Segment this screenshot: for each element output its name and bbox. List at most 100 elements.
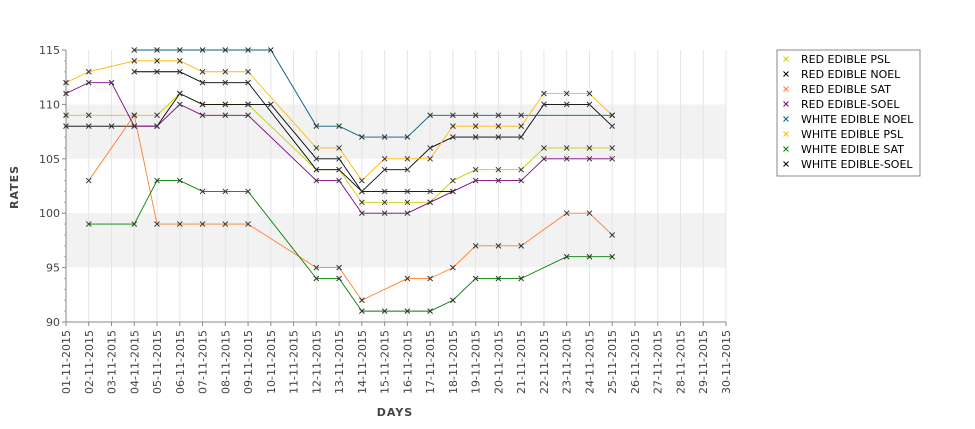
data-point: [404, 134, 411, 140]
x-tick-label: 25-11-2015: [606, 330, 619, 394]
data-point: [154, 177, 160, 184]
y-tick-label: 95: [46, 262, 60, 275]
data-point: [450, 123, 456, 130]
data-point: [267, 101, 274, 108]
x-tick-label: 04-11-2015: [128, 330, 141, 394]
legend-entry: WHITE EDIBLE SAT: [801, 143, 904, 156]
x-tick-label: 29-11-2015: [697, 330, 710, 394]
data-point: [313, 145, 320, 151]
y-tick-label: 100: [39, 207, 60, 220]
legend-entry: RED EDIBLE NOEL: [801, 68, 901, 81]
data-point: [222, 112, 229, 119]
data-point: [586, 90, 593, 97]
band-1: [66, 213, 726, 268]
data-point: [609, 123, 616, 130]
data-point: [404, 210, 411, 217]
data-point: [336, 177, 342, 184]
legend-marker: [783, 101, 789, 107]
data-point: [336, 275, 342, 282]
x-tick-label: 27-11-2015: [652, 330, 665, 394]
data-point: [381, 188, 388, 195]
data-point: [85, 112, 92, 119]
data-point: [563, 145, 570, 151]
x-tick-label: 16-11-2015: [401, 330, 414, 394]
data-point: [222, 79, 229, 86]
data-point: [609, 155, 616, 162]
x-tick-label: 12-11-2015: [310, 330, 323, 394]
data-point: [472, 242, 479, 249]
legend-entry: RED EDIBLE-SOEL: [801, 98, 900, 111]
data-point: [313, 177, 320, 184]
data-point: [427, 155, 433, 162]
legend-marker: [783, 71, 789, 77]
legend-entry: RED EDIBLE SAT: [801, 83, 891, 96]
data-point: [359, 199, 365, 206]
data-point: [245, 112, 251, 119]
data-point: [427, 275, 433, 282]
y-tick-label: 110: [39, 98, 60, 111]
x-tick-label: 03-11-2015: [106, 330, 119, 394]
series-7: [131, 68, 456, 195]
data-point: [495, 166, 502, 173]
x-tick-label: 09-11-2015: [242, 330, 255, 394]
data-point: [404, 155, 411, 162]
data-point: [359, 210, 365, 217]
data-point: [359, 308, 365, 314]
data-point: [336, 123, 342, 130]
series-6: [85, 177, 616, 314]
data-point: [222, 188, 229, 195]
data-point: [245, 47, 251, 53]
x-tick-label: 06-11-2015: [174, 330, 187, 394]
x-tick-label: 11-11-2015: [288, 330, 301, 394]
data-point: [541, 90, 547, 97]
data-point: [518, 112, 525, 119]
x-tick-label: 19-11-2015: [470, 330, 483, 394]
data-point: [336, 155, 342, 162]
data-point: [381, 166, 388, 173]
data-point: [313, 155, 320, 162]
data-point: [563, 210, 570, 217]
data-point: [154, 112, 160, 119]
series-line: [134, 49, 613, 138]
x-tick-label: 21-11-2015: [515, 330, 528, 394]
x-tick-label: 30-11-2015: [720, 330, 733, 394]
legend-box: [776, 49, 921, 177]
data-point: [359, 177, 365, 184]
data-point: [131, 221, 138, 227]
data-point: [518, 166, 525, 173]
data-point: [131, 123, 138, 130]
x-axis-title: DAYS: [377, 406, 413, 419]
data-point: [154, 68, 160, 75]
data-point: [381, 308, 388, 314]
data-point: [472, 177, 479, 184]
series-lines: [63, 47, 616, 314]
data-point: [609, 112, 616, 119]
x-tick-label: 26-11-2015: [629, 330, 642, 394]
plot-background-bands: [66, 50, 726, 322]
data-point: [85, 123, 92, 130]
x-tick-label: 13-11-2015: [333, 330, 346, 394]
data-point: [381, 210, 388, 217]
data-point: [518, 134, 525, 140]
legend-marker: [783, 86, 789, 92]
x-tick-label: 01-11-2015: [60, 330, 73, 394]
data-point: [176, 101, 183, 108]
data-point: [563, 90, 570, 97]
data-point: [472, 112, 479, 119]
x-tick-label: 28-11-2015: [674, 330, 687, 394]
data-point: [586, 145, 593, 151]
x-tick-label: 02-11-2015: [83, 330, 96, 394]
series-line: [66, 92, 613, 203]
y-tick-label: 105: [39, 153, 60, 166]
data-point: [245, 101, 251, 108]
data-point: [450, 177, 456, 184]
y-tick-label: 90: [46, 316, 60, 329]
data-point: [313, 264, 320, 271]
data-point: [381, 134, 388, 140]
x-tick-label: 07-11-2015: [197, 330, 210, 394]
data-point: [154, 47, 160, 53]
legend-marker: [783, 56, 789, 62]
data-point: [199, 221, 206, 227]
data-point: [404, 166, 411, 173]
